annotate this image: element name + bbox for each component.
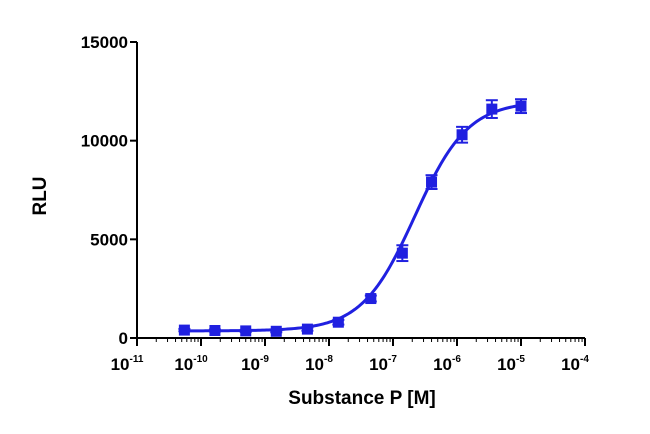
- x-tick-label: 10-6: [433, 354, 461, 374]
- data-point: [178, 324, 191, 336]
- point-marker: [209, 325, 221, 337]
- x-tick-label: 10-11: [111, 354, 144, 374]
- data-point: [515, 98, 527, 115]
- y-tick-label: 10000: [81, 132, 128, 151]
- point-marker: [178, 324, 190, 336]
- point-marker: [332, 316, 344, 328]
- y-axis-title: RLU: [30, 176, 51, 215]
- x-tick-label: 10-7: [369, 354, 397, 374]
- data-point: [425, 174, 438, 191]
- point-marker: [240, 325, 252, 337]
- point-marker: [365, 293, 377, 305]
- x-tick-label: 10-4: [561, 354, 589, 374]
- point-marker: [396, 247, 408, 259]
- data-point: [332, 316, 345, 328]
- fit-curve-layer: [184, 103, 522, 333]
- data-point: [364, 293, 377, 305]
- point-marker: [426, 176, 438, 188]
- point-marker: [515, 100, 527, 112]
- axes: [136, 42, 585, 339]
- data-points: [178, 98, 527, 337]
- data-point: [239, 325, 252, 337]
- data-point: [456, 125, 469, 144]
- y-tick-label: 15000: [81, 33, 128, 52]
- x-tick-label: 10-8: [305, 354, 333, 374]
- y-tick-label: 0: [119, 329, 128, 348]
- point-marker: [486, 103, 498, 115]
- point-marker: [301, 323, 313, 335]
- point-marker: [270, 325, 282, 337]
- x-tick-label: 10-5: [497, 354, 525, 374]
- x-tick-label: 10-10: [174, 354, 208, 374]
- x-axis-ticks: 10-11 10-10 10-9 10-8 10-7 10-6 10-5 10-4: [111, 338, 589, 374]
- data-point: [396, 244, 409, 263]
- data-point: [485, 99, 498, 119]
- x-tick-label: 10-9: [241, 354, 269, 374]
- y-axis-ticks: 0 5000 10000 15000: [81, 33, 137, 348]
- data-point: [208, 325, 221, 337]
- fit-curve: [184, 103, 522, 333]
- data-point: [270, 325, 283, 337]
- y-tick-label: 5000: [90, 230, 128, 249]
- x-axis-title: Substance P [M]: [288, 388, 435, 409]
- data-point: [301, 323, 314, 335]
- point-marker: [456, 129, 468, 141]
